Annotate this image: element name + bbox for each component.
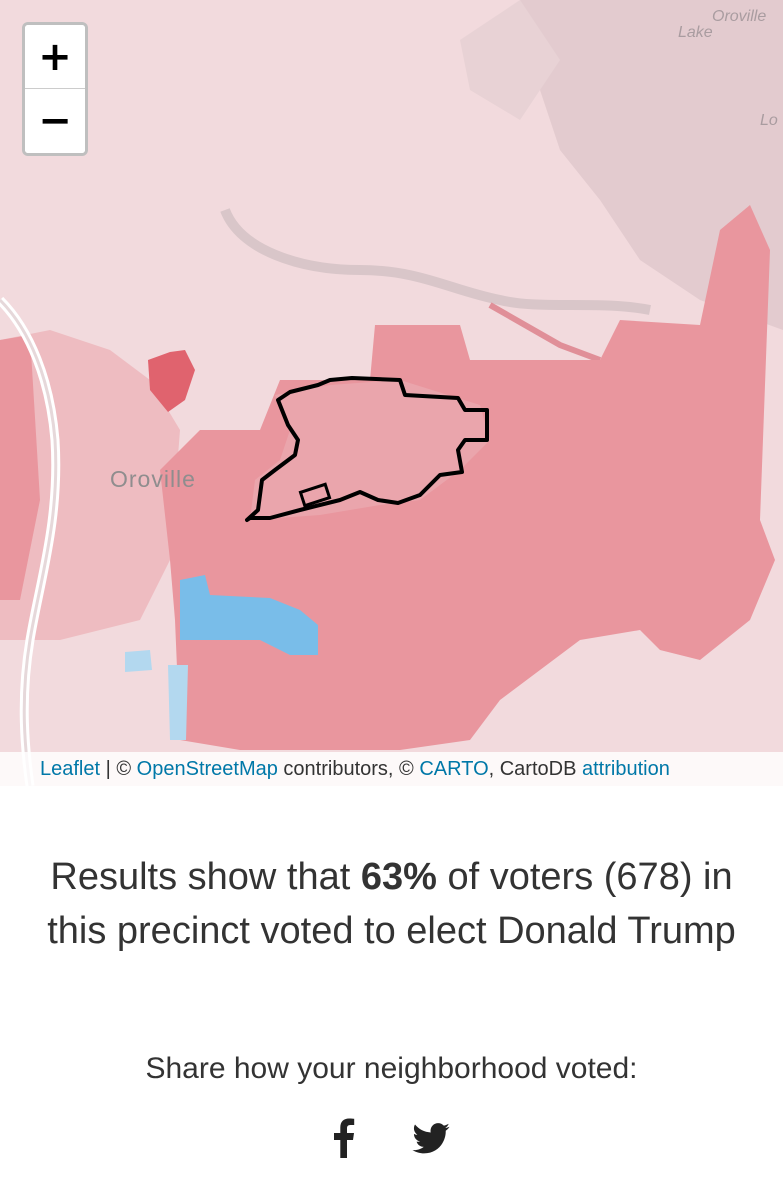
summary-prefix: Results show that [50,856,361,898]
lake-label-3: Lo [760,112,778,129]
precinct-red-main [160,205,775,750]
hill-area-2 [460,0,560,120]
selected-precinct-outline [245,376,489,522]
city-label: Oroville [110,466,196,492]
share-label: Share how your neighborhood voted: [145,1052,638,1085]
precinct-west-strip [0,335,40,600]
map-attribution: Leaflet | © OpenStreetMap contributors, … [0,752,783,786]
attribution-link[interactable]: attribution [581,758,670,780]
results-summary: Results show that 63% of voters (678) in… [0,850,783,958]
attribution-sep: | © [100,758,137,780]
zoom-out-button[interactable]: − [25,89,85,153]
attribution-cartodb: , CartoDB [488,758,582,780]
leaflet-link[interactable]: Leaflet [40,758,101,780]
precinct-enclave [298,482,332,508]
summary-middle: of voters (678) in this precinct voted t… [47,856,736,952]
precinct-light-blue-1 [125,650,152,672]
zoom-in-button[interactable]: + [25,25,85,89]
precinct-map[interactable]: Oroville Lake Lo Oroville + − Leaflet | … [0,0,783,786]
summary-percent: 63% [360,856,437,898]
precinct-blue [180,575,318,655]
lake-inlet [488,302,602,363]
osm-link[interactable]: OpenStreetMap [136,758,278,780]
lake-label: Oroville [712,8,767,25]
twitter-icon[interactable] [412,1122,450,1159]
river [220,207,651,315]
precinct-light-blue-2 [168,665,188,740]
share-icons [0,1118,783,1163]
lake-label-2: Lake [678,24,713,41]
facebook-icon[interactable] [333,1118,355,1163]
map-tiles [0,0,783,786]
carto-link[interactable]: CARTO [419,758,489,780]
attribution-contributors: contributors, © [277,758,420,780]
zoom-control: + − [22,22,88,156]
precinct-dark-red [148,350,195,412]
